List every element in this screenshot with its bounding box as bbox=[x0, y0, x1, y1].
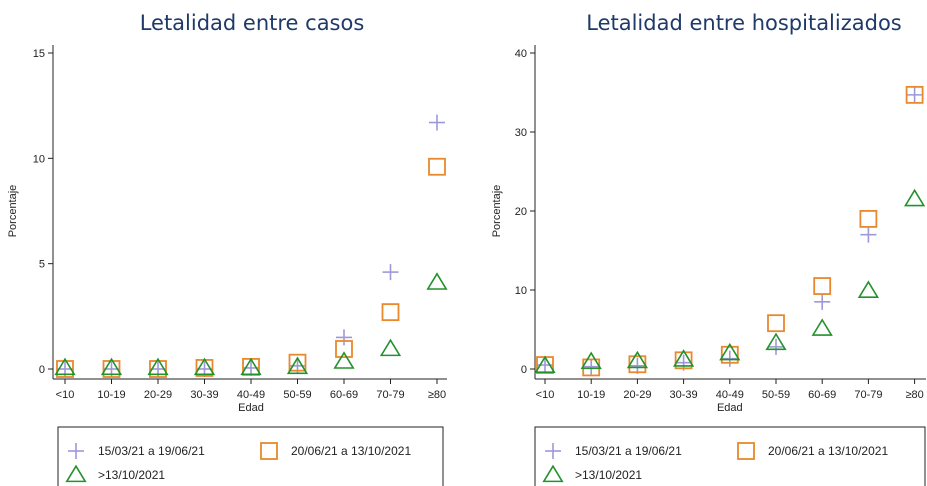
x-tick-label: 50-59 bbox=[762, 389, 790, 401]
y-axis-title: Porcentaje bbox=[7, 185, 19, 238]
legend-marker-square bbox=[737, 442, 755, 460]
y-axis-title: Porcentaje bbox=[491, 185, 503, 238]
x-tick-label: 20-29 bbox=[144, 389, 172, 401]
data-point-square bbox=[859, 209, 878, 228]
x-axis-title: Edad bbox=[717, 402, 743, 414]
x-tick-label: 40-49 bbox=[716, 389, 744, 401]
legend-marker-triangle bbox=[65, 464, 87, 483]
x-tick-label: 10-19 bbox=[97, 389, 125, 401]
data-point-triangle bbox=[580, 351, 602, 370]
x-tick-label: 40-49 bbox=[237, 389, 265, 401]
data-point-plus bbox=[429, 114, 445, 131]
chart-panel-2: Letalidad entre hospitalizados 0 10 20 30 40 <… bbox=[491, 11, 926, 486]
y-tick-label: 0 bbox=[521, 364, 527, 376]
series-plus bbox=[537, 86, 923, 375]
x-tick-label: <10 bbox=[56, 389, 75, 401]
legend-marker-square bbox=[260, 442, 278, 460]
legend-marker-plus bbox=[68, 443, 84, 459]
series-triangle bbox=[54, 272, 448, 376]
legend: 15/03/21 a 19/06/21 20/06/21 a 13/10/2021… bbox=[57, 426, 444, 486]
y-tick-label: 5 bbox=[39, 259, 45, 271]
data-point-square bbox=[288, 353, 307, 372]
series-plus bbox=[57, 114, 445, 377]
data-point-triangle bbox=[719, 342, 741, 361]
y-tick-label: 0 bbox=[39, 364, 45, 376]
legend: 15/03/21 a 19/06/21 20/06/21 a 13/10/2021… bbox=[534, 426, 926, 486]
y-tick-label: 30 bbox=[515, 127, 527, 139]
x-tick-label: 30-39 bbox=[190, 389, 218, 401]
legend-label: 15/03/21 a 19/06/21 bbox=[98, 444, 205, 458]
data-point-triangle bbox=[534, 355, 556, 374]
y-tick-label: 40 bbox=[515, 48, 527, 60]
y-tick-label: 10 bbox=[515, 285, 527, 297]
legend-box bbox=[57, 426, 444, 486]
data-point-triangle bbox=[765, 332, 787, 351]
data-point-plus bbox=[814, 293, 831, 310]
data-point-plus bbox=[906, 86, 923, 103]
legend-label: 20/06/21 a 13/10/2021 bbox=[291, 444, 411, 458]
data-point-triangle bbox=[54, 357, 76, 376]
data-point-triangle bbox=[240, 357, 262, 376]
data-point-plus bbox=[768, 338, 784, 355]
legend-label: >13/10/2021 bbox=[98, 468, 165, 482]
x-tick-label: 60-69 bbox=[330, 389, 358, 401]
data-point-square bbox=[767, 314, 785, 333]
legend-label: >13/10/2021 bbox=[575, 468, 642, 482]
legend-marker-plus bbox=[545, 443, 561, 459]
data-point-plus bbox=[583, 358, 600, 375]
y-tick-label: 10 bbox=[33, 153, 45, 165]
data-point-triangle bbox=[672, 349, 695, 367]
data-point-square bbox=[905, 85, 924, 104]
chart-panel-1: Letalidad entre casos 0 5 10 15 <10 10-19 20-29… bbox=[7, 11, 448, 486]
legend-label: 15/03/21 a 19/06/21 bbox=[575, 444, 682, 458]
data-point-triangle bbox=[100, 357, 123, 376]
x-tick-label: 50-59 bbox=[283, 389, 311, 401]
data-point-square bbox=[813, 277, 832, 295]
data-point-triangle bbox=[379, 338, 402, 357]
x-axis-title: Edad bbox=[238, 402, 264, 414]
data-point-square bbox=[674, 351, 693, 370]
data-point-plus bbox=[721, 350, 738, 367]
data-point-triangle bbox=[193, 357, 216, 376]
data-point-plus bbox=[860, 226, 877, 243]
data-point-square bbox=[381, 303, 400, 322]
x-tick-label: ≥80 bbox=[428, 389, 446, 401]
x-tick-label: 60-69 bbox=[808, 389, 836, 401]
y-tick-label: 20 bbox=[515, 206, 527, 218]
data-point-triangle bbox=[426, 272, 448, 290]
series-square bbox=[56, 157, 446, 378]
data-point-square bbox=[335, 340, 353, 358]
data-point-square bbox=[720, 345, 739, 364]
data-point-square bbox=[149, 360, 167, 378]
data-point-plus bbox=[336, 329, 352, 346]
data-point-triangle bbox=[857, 280, 880, 298]
x-tick-label: <10 bbox=[536, 389, 555, 401]
legend-label: 20/06/21 a 13/10/2021 bbox=[768, 444, 888, 458]
data-point-triangle bbox=[811, 318, 833, 336]
legend-box bbox=[534, 426, 926, 486]
chart-title: Letalidad entre casos bbox=[140, 11, 365, 35]
data-point-square bbox=[56, 360, 74, 378]
legend-marker-triangle bbox=[542, 464, 564, 483]
chart-title: Letalidad entre hospitalizados bbox=[586, 11, 902, 35]
x-tick-label: ≥80 bbox=[905, 389, 923, 401]
series-triangle bbox=[534, 188, 926, 374]
y-tick-label: 15 bbox=[33, 48, 45, 60]
data-point-triangle bbox=[286, 356, 309, 375]
x-tick-label: 30-39 bbox=[670, 389, 698, 401]
data-point-triangle bbox=[626, 350, 649, 369]
data-point-square bbox=[428, 157, 446, 176]
data-point-triangle bbox=[903, 188, 926, 207]
data-point-plus bbox=[629, 357, 646, 374]
data-point-square bbox=[102, 360, 121, 378]
x-tick-label: 20-29 bbox=[623, 389, 651, 401]
x-tick-label: 70-79 bbox=[854, 389, 882, 401]
data-point-triangle bbox=[147, 357, 169, 376]
data-point-triangle bbox=[333, 351, 355, 369]
x-tick-label: 70-79 bbox=[376, 389, 404, 401]
x-tick-label: 10-19 bbox=[577, 389, 605, 401]
data-point-plus bbox=[382, 264, 399, 281]
series-square bbox=[536, 85, 924, 377]
